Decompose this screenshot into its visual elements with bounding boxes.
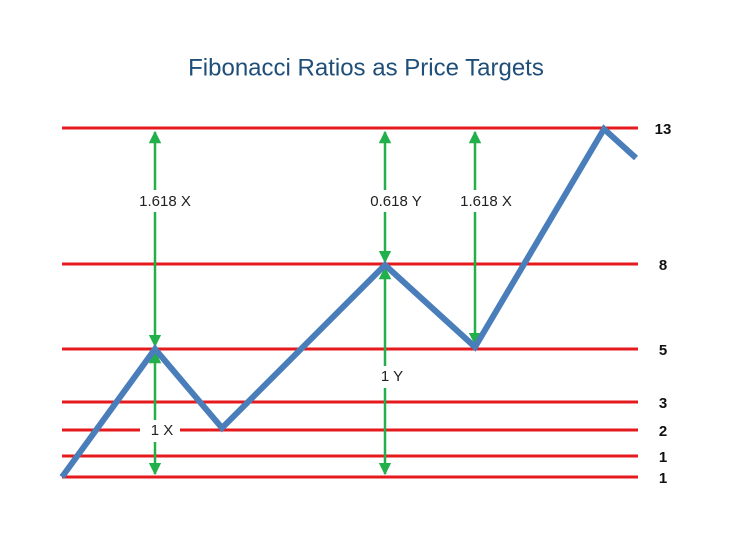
- label-bg: [128, 190, 198, 212]
- label-bg: [360, 190, 430, 212]
- label-bg: [450, 190, 520, 212]
- annotation: 1.618 X: [460, 193, 512, 210]
- level-label: 1: [659, 449, 667, 466]
- annotation: 0.618 Y: [370, 193, 421, 210]
- level-label: 5: [659, 342, 667, 359]
- price-path: [59, 124, 639, 479]
- title: Fibonacci Ratios as Price Targets: [188, 54, 544, 81]
- annotation: 1.618 X: [139, 193, 191, 210]
- level-label: 3: [659, 395, 667, 412]
- annotation: 1 X: [151, 422, 174, 439]
- annotation: 1 Y: [381, 368, 403, 385]
- level-label: 2: [659, 423, 667, 440]
- annotations: 1.618 X 0.618 Y 1.618 X 1 X 1 Y: [128, 190, 520, 442]
- level-label: 8: [659, 257, 667, 274]
- level-label: 1: [659, 470, 667, 487]
- level-label: 13: [655, 121, 672, 138]
- label-bg: [140, 420, 180, 442]
- label-bg: [374, 366, 408, 388]
